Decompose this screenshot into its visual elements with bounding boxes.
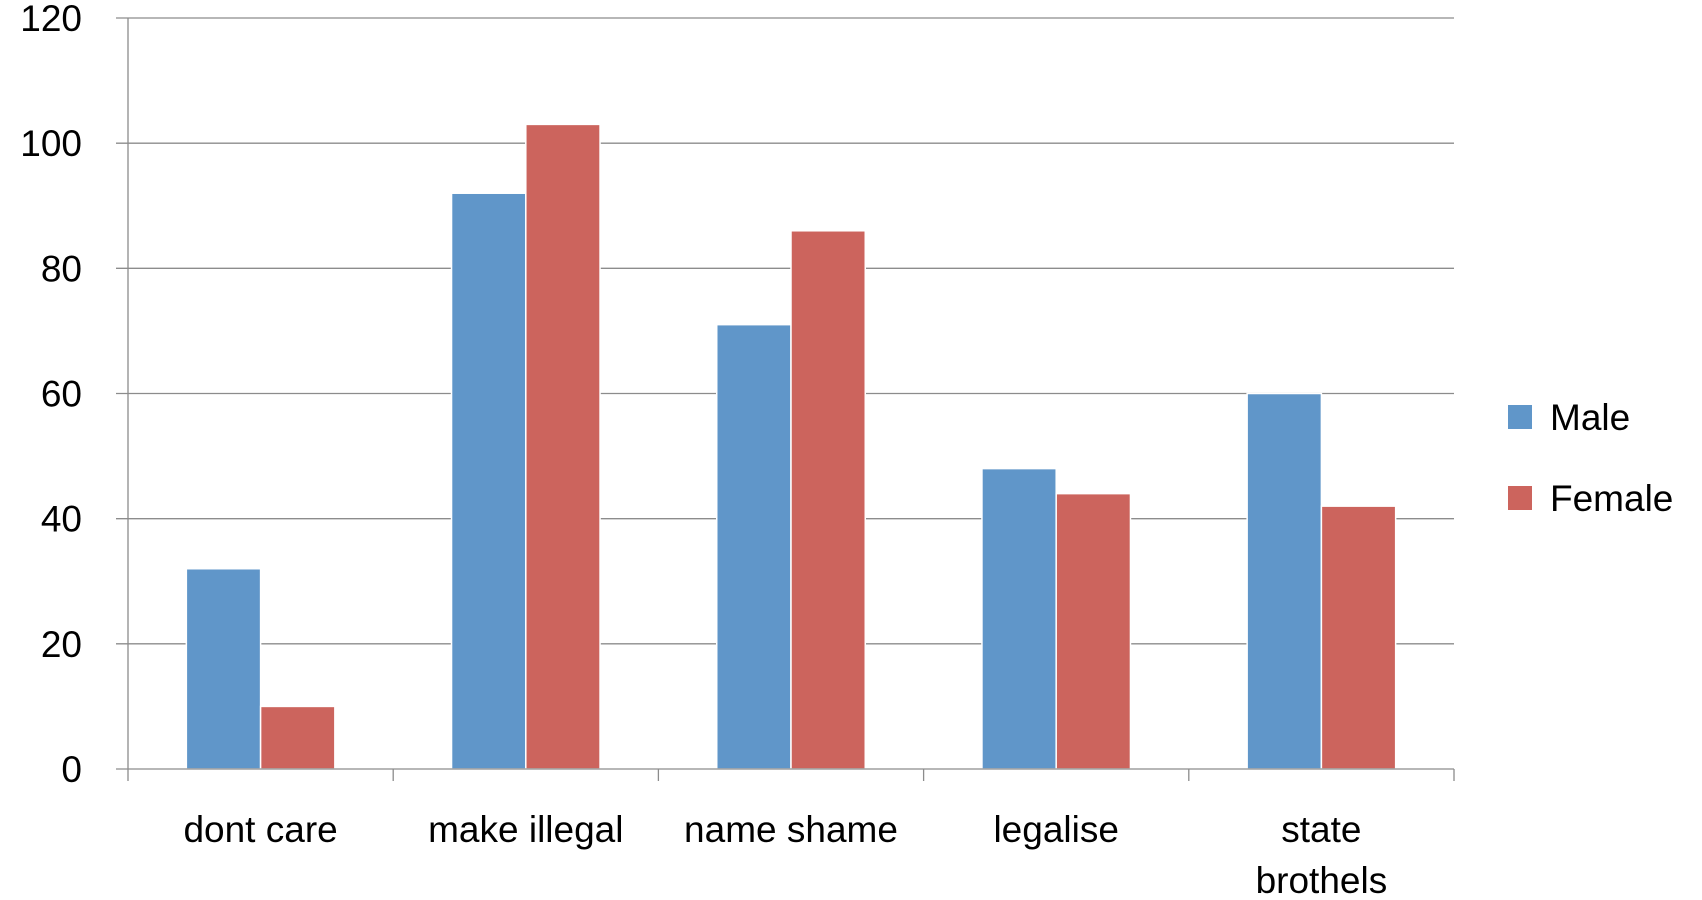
- x-category-label: legalise: [993, 809, 1118, 850]
- y-tick-labels: 0 20 40 60 80 100 120: [20, 0, 82, 790]
- x-category-label: dont care: [183, 809, 337, 850]
- y-tick-label: 60: [41, 374, 82, 415]
- bar-female-1: [525, 123, 601, 770]
- bar-male-3: [981, 467, 1057, 770]
- x-category-label: make illegal: [428, 809, 623, 850]
- y-tick-label: 40: [41, 499, 82, 540]
- legend: Male Female: [1508, 397, 1673, 519]
- x-category-label: state brothels: [1256, 809, 1388, 900]
- x-category-labels: dont care make illegal name shame legalise s…: [183, 809, 1387, 900]
- legend-label-female: Female: [1550, 478, 1673, 519]
- y-tick-label: 120: [20, 0, 82, 39]
- x-category-label: name shame: [684, 809, 898, 850]
- bars: [185, 123, 1397, 770]
- bar-male-0: [185, 567, 262, 770]
- bar-female-0: [259, 705, 336, 770]
- legend-swatch-male: [1508, 405, 1532, 429]
- legend-swatch-female: [1508, 486, 1532, 510]
- y-tick-label: 100: [20, 123, 82, 164]
- bar-female-3: [1055, 492, 1132, 770]
- y-tick-label: 0: [61, 749, 82, 790]
- legend-label-male: Male: [1550, 397, 1630, 438]
- bar-female-2: [790, 230, 867, 770]
- bar-male-2: [715, 323, 792, 770]
- bar-female-4: [1320, 505, 1397, 770]
- y-tick-label: 80: [41, 248, 82, 289]
- bar-male-1: [450, 192, 527, 770]
- axes: [116, 18, 1455, 781]
- bar-male-4: [1246, 392, 1323, 770]
- y-tick-label: 20: [41, 624, 82, 665]
